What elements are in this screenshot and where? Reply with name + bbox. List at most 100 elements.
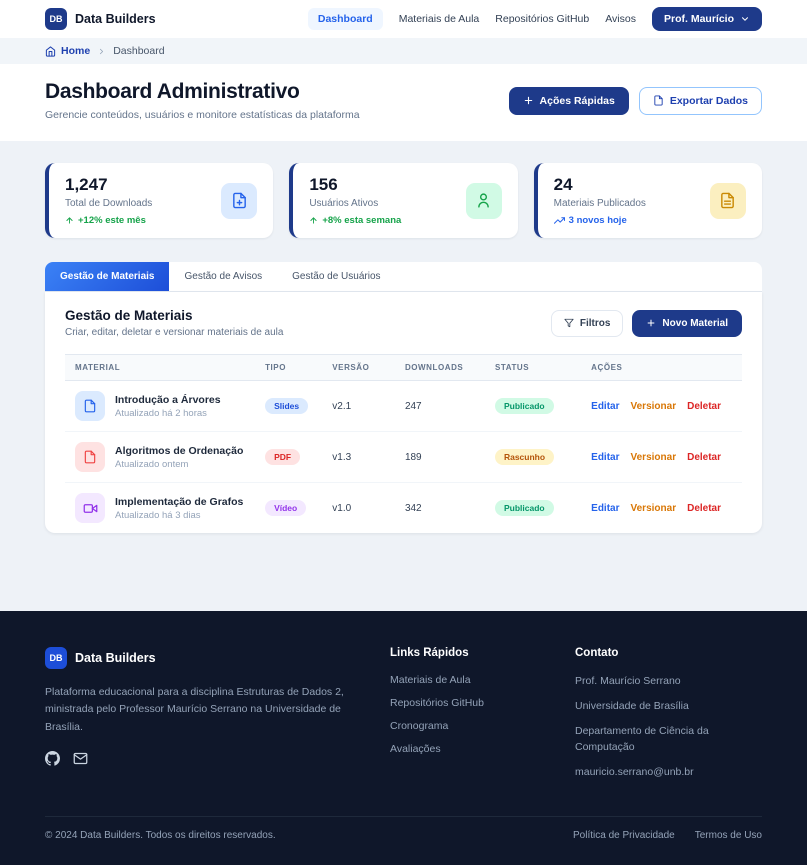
page-header-actions: Ações Rápidas Exportar Dados bbox=[508, 86, 762, 115]
stat-card-text: 24 Materiais Publicados 3 novos hoje bbox=[553, 175, 646, 226]
video-icon bbox=[75, 493, 105, 523]
contact-professor: Prof. Maurício Serrano bbox=[575, 675, 681, 687]
page-title: Dashboard Administrativo bbox=[45, 80, 300, 103]
status-badge: Publicado bbox=[494, 500, 554, 516]
footer-link-materiais[interactable]: Materiais de Aula bbox=[390, 674, 471, 686]
downloads-cell: 247 bbox=[394, 380, 485, 432]
management-tabs: Gestão de Materiais Gestão de Avisos Ges… bbox=[45, 262, 762, 292]
panel-title: Gestão de Materiais bbox=[65, 308, 193, 323]
version-link[interactable]: Versionar bbox=[630, 400, 677, 412]
delete-link[interactable]: Deletar bbox=[687, 502, 721, 514]
material-text: Introdução a Árvores Atualizado há 2 hor… bbox=[115, 394, 221, 419]
filter-icon bbox=[564, 318, 574, 328]
version-link[interactable]: Versionar bbox=[630, 451, 677, 463]
page-header-text: Dashboard Administrativo Gerencie conteú… bbox=[45, 80, 360, 121]
footer-contact-title: Contato bbox=[575, 647, 619, 659]
home-icon bbox=[45, 45, 56, 57]
version-cell: v1.3 bbox=[322, 431, 395, 483]
delete-link[interactable]: Deletar bbox=[687, 400, 721, 412]
stat-label: Total de Downloads bbox=[65, 198, 153, 209]
arrow-up-icon bbox=[309, 216, 318, 225]
stat-card-active-users: 156 Usuários Ativos +8% esta semana bbox=[289, 163, 518, 238]
user-menu-button[interactable]: Prof. Maurício bbox=[651, 7, 762, 31]
nav-item-dashboard[interactable]: Dashboard bbox=[307, 8, 383, 30]
logo-badge: DB bbox=[45, 8, 67, 30]
materials-table: Material Tipo Versão Downloads Status Aç… bbox=[65, 354, 742, 533]
stats-row: 1,247 Total de Downloads +12% este mês 1… bbox=[45, 163, 762, 238]
footer-columns: DB Data Builders Plataforma educacional … bbox=[45, 647, 762, 790]
actions-cell: Editar Versionar Deletar bbox=[581, 431, 742, 483]
tab-gestao-materiais[interactable]: Gestão de Materiais bbox=[45, 262, 170, 291]
plus-icon bbox=[646, 318, 656, 328]
material-updated: Atualizado há 3 dias bbox=[115, 509, 201, 521]
privacy-policy-link[interactable]: Política de Privacidade bbox=[573, 830, 675, 842]
edit-link[interactable]: Editar bbox=[591, 502, 620, 514]
user-menu-label: Prof. Maurício bbox=[663, 13, 734, 25]
file-text-icon bbox=[709, 182, 746, 219]
footer-bottom-bar: © 2024 Data Builders. Todos os direitos … bbox=[45, 816, 762, 865]
table-row: Implementação de Grafos Atualizado há 3 … bbox=[65, 483, 742, 534]
tab-gestao-usuarios[interactable]: Gestão de Usuários bbox=[277, 262, 395, 291]
material-cell: Implementação de Grafos Atualizado há 3 … bbox=[75, 493, 245, 523]
version-cell: v2.1 bbox=[322, 380, 395, 432]
filters-label: Filtros bbox=[579, 317, 611, 329]
breadcrumb-home-link[interactable]: Home bbox=[45, 45, 90, 57]
top-navbar: DB Data Builders Dashboard Materiais de … bbox=[0, 0, 807, 38]
col-downloads: Downloads bbox=[394, 354, 485, 381]
brand-name: Data Builders bbox=[75, 12, 156, 26]
material-text: Implementação de Grafos Atualizado há 3 … bbox=[115, 496, 243, 521]
github-icon[interactable] bbox=[45, 750, 60, 766]
footer-logo-badge: DB bbox=[45, 647, 67, 669]
actions-cell: Editar Versionar Deletar bbox=[581, 483, 742, 534]
table-row: Algoritmos de Ordenação Atualizado ontem… bbox=[65, 431, 742, 483]
terms-of-use-link[interactable]: Termos de Uso bbox=[694, 830, 762, 842]
filters-button[interactable]: Filtros bbox=[550, 309, 624, 337]
stat-value: 156 bbox=[309, 175, 338, 194]
edit-link[interactable]: Editar bbox=[591, 400, 620, 412]
stat-delta-label: +8% esta semana bbox=[322, 215, 402, 226]
breadcrumb-home-label: Home bbox=[61, 45, 91, 57]
export-data-label: Exportar Dados bbox=[669, 94, 748, 107]
footer-brand-name: Data Builders bbox=[75, 651, 156, 665]
nav-item-materiais[interactable]: Materiais de Aula bbox=[398, 13, 480, 25]
material-updated: Atualizado ontem bbox=[115, 458, 189, 470]
table-row: Introdução a Árvores Atualizado há 2 hor… bbox=[65, 380, 742, 432]
document-icon bbox=[653, 95, 664, 106]
delete-link[interactable]: Deletar bbox=[687, 451, 721, 463]
main-nav: Dashboard Materiais de Aula Repositórios… bbox=[307, 7, 762, 31]
material-updated: Atualizado há 2 horas bbox=[115, 407, 207, 419]
downloads-cell: 189 bbox=[394, 431, 485, 483]
footer-link-repositorios[interactable]: Repositórios GitHub bbox=[390, 697, 484, 709]
breadcrumb: Home Dashboard bbox=[0, 38, 807, 64]
footer-link-avaliacoes[interactable]: Avaliações bbox=[390, 743, 441, 755]
chevron-down-icon bbox=[740, 14, 750, 24]
nav-item-repositorios[interactable]: Repositórios GitHub bbox=[495, 13, 590, 25]
stat-card-published-materials: 24 Materiais Publicados 3 novos hoje bbox=[533, 163, 762, 238]
file-plus-icon bbox=[221, 182, 258, 219]
contact-department: Departamento de Ciência da Computação bbox=[575, 725, 709, 753]
nav-item-avisos[interactable]: Avisos bbox=[605, 13, 636, 25]
main-content: 1,247 Total de Downloads +12% este mês 1… bbox=[0, 141, 807, 611]
footer-link-cronograma[interactable]: Cronograma bbox=[390, 720, 449, 732]
material-text: Algoritmos de Ordenação Atualizado ontem bbox=[115, 445, 243, 470]
stat-delta: +8% esta semana bbox=[309, 215, 401, 226]
stat-value: 24 bbox=[553, 175, 573, 194]
export-data-button[interactable]: Exportar Dados bbox=[638, 86, 762, 115]
quick-actions-button[interactable]: Ações Rápidas bbox=[508, 86, 629, 115]
tab-gestao-avisos[interactable]: Gestão de Avisos bbox=[169, 262, 277, 291]
footer-brand: DB Data Builders bbox=[45, 647, 390, 669]
edit-link[interactable]: Editar bbox=[591, 451, 620, 463]
mail-icon[interactable] bbox=[73, 751, 88, 766]
status-badge: Publicado bbox=[494, 398, 554, 414]
footer-contact-column: Contato Prof. Maurício Serrano Universid… bbox=[575, 647, 762, 790]
page-subtitle: Gerencie conteúdos, usuários e monitore … bbox=[45, 109, 360, 121]
panel-header-text: Gestão de Materiais Criar, editar, delet… bbox=[65, 308, 283, 338]
chevron-right-icon bbox=[97, 47, 106, 56]
type-badge: Slides bbox=[265, 398, 309, 414]
file-icon bbox=[75, 391, 105, 421]
version-link[interactable]: Versionar bbox=[630, 502, 677, 514]
new-material-button[interactable]: Novo Material bbox=[632, 309, 742, 337]
col-tipo: Tipo bbox=[255, 354, 323, 381]
version-cell: v1.0 bbox=[332, 502, 352, 514]
contact-email: mauricio.serrano@unb.br bbox=[575, 765, 694, 778]
